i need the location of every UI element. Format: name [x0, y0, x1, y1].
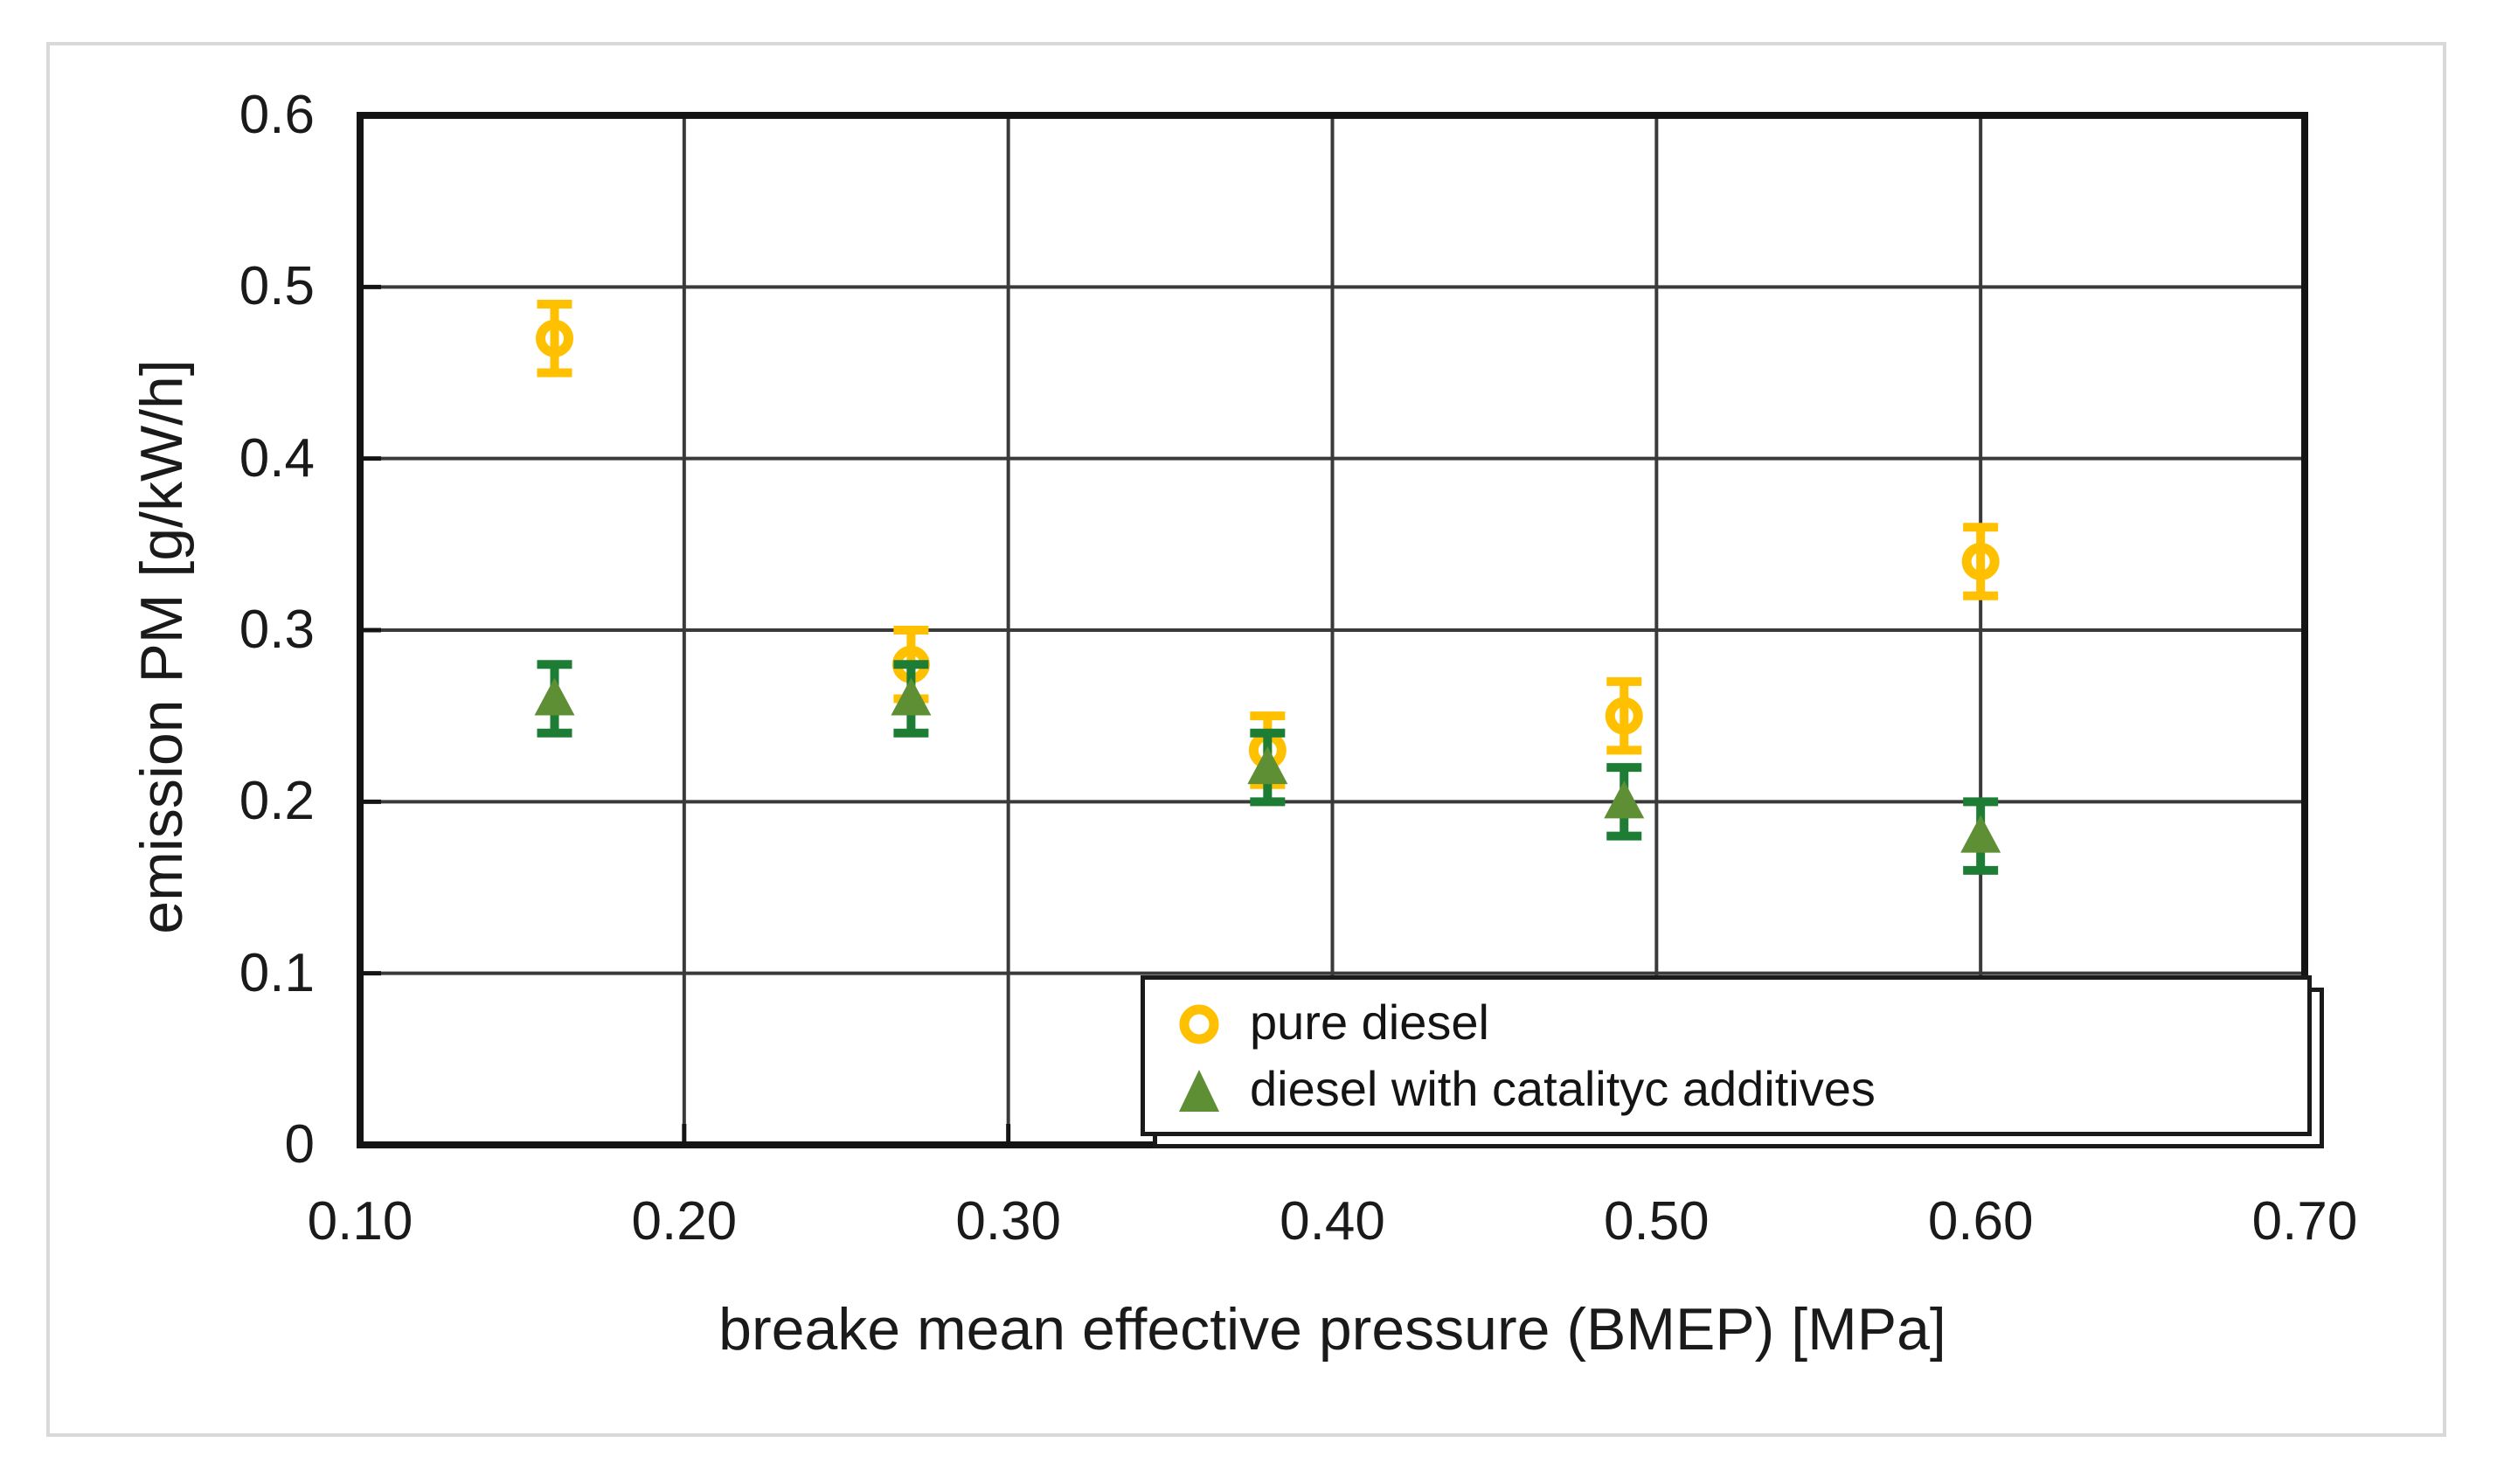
- y-tick-label: 0.5: [239, 256, 315, 317]
- legend-label-pure-diesel: pure diesel: [1250, 995, 1489, 1050]
- filled-triangle-marker-icon: [1179, 1070, 1219, 1112]
- y-tick-label: 0.2: [239, 771, 315, 832]
- data-point-filled-triangle: [534, 677, 575, 716]
- legend-item-diesel-with-additives: diesel with catalityc additives: [1171, 1061, 2307, 1117]
- data-point-open-circle: [536, 319, 573, 357]
- data-point-open-circle: [1605, 697, 1643, 735]
- data-point-open-circle: [1961, 542, 2000, 580]
- x-axis-title: breake mean effective pressure (BMEP) [M…: [718, 1296, 1946, 1363]
- filled-triangle-glyph: [1179, 1070, 1219, 1112]
- figure-border: [46, 42, 2446, 1437]
- legend-item-pure-diesel: pure diesel: [1171, 995, 2307, 1051]
- data-point-filled-triangle: [1247, 746, 1288, 785]
- data-point-filled-triangle: [1960, 815, 2001, 853]
- y-tick-label: 0.3: [239, 600, 315, 660]
- x-tick-label: 0.60: [1927, 1191, 2034, 1252]
- x-tick-label: 0.10: [307, 1191, 413, 1252]
- y-tick-label: 0: [284, 1114, 315, 1175]
- x-tick-label: 0.30: [955, 1191, 1061, 1252]
- x-tick-label: 0.20: [631, 1191, 738, 1252]
- data-point-filled-triangle: [1604, 780, 1645, 819]
- y-tick-label: 0.6: [239, 85, 315, 145]
- data-point-filled-triangle: [891, 677, 932, 716]
- y-tick-label: 0.4: [239, 427, 315, 489]
- x-tick-label: 0.70: [2251, 1191, 2358, 1252]
- y-tick-label: 0.1: [239, 942, 315, 1003]
- legend-label-diesel-with-additives: diesel with catalityc additives: [1250, 1061, 1876, 1116]
- open-circle-glyph: [1179, 1004, 1219, 1044]
- open-circle-marker-icon: [1179, 1004, 1219, 1044]
- legend: pure diesel diesel with catalityc additi…: [1141, 975, 2312, 1136]
- x-tick-label: 0.40: [1280, 1191, 1385, 1252]
- x-tick-label: 0.50: [1603, 1191, 1710, 1252]
